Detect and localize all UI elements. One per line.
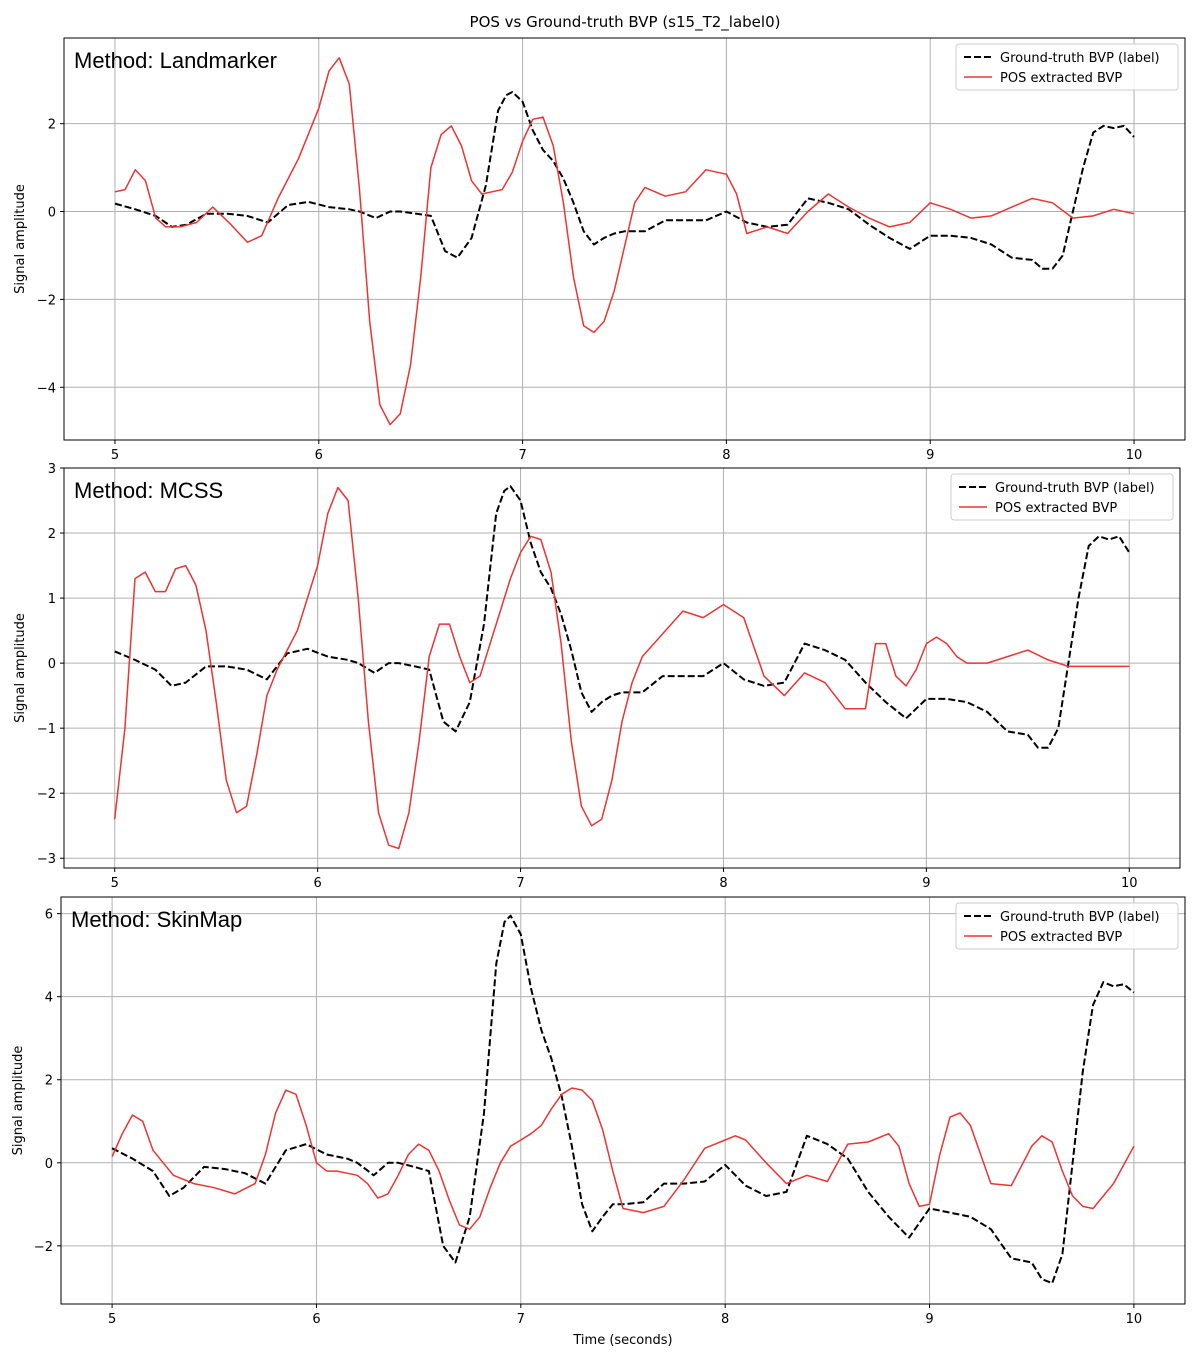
legend-box	[955, 43, 1179, 91]
method-label: Method: Landmarker	[74, 48, 277, 73]
y-tick-label: −2	[37, 293, 56, 308]
x-tick-label: 6	[313, 876, 321, 891]
axes-frame	[60, 896, 1186, 1305]
series-ground-truth-line	[111, 914, 1135, 1285]
chart-panel-2: 5 6 7 8 9 10 −3 −2 −1 0 1 2 3 Signal amplitude Method:…	[13, 462, 1181, 891]
figure-title: POS vs Ground-truth BVP (s15_T2_label0)	[470, 13, 781, 32]
y-tick-label: 0	[45, 1157, 53, 1172]
x-tick-label: 7	[517, 1312, 525, 1327]
method-label: Method: SkinMap	[71, 907, 242, 932]
legend: Ground-truth BVP (label) POS extracted BV…	[955, 43, 1179, 91]
legend-label-ground-truth: Ground-truth BVP (label)	[995, 481, 1155, 496]
chart-panel-3: 5 6 7 8 9 10 −2 0 2 4 6 Signal amplitude Time (secon…	[11, 896, 1186, 1348]
legend-box	[955, 902, 1179, 950]
x-tick-label: 9	[925, 1312, 933, 1327]
chart-panel-1: 5 6 7 8 9 10 −4 −2 0 2 Signal amplitude Method: Lan…	[13, 37, 1186, 463]
legend-label-ground-truth: Ground-truth BVP (label)	[1000, 51, 1160, 66]
series-ground-truth-line	[114, 91, 1135, 270]
x-tick-label: 8	[721, 1312, 729, 1327]
x-tick-label: 10	[1121, 876, 1138, 891]
legend-label-pos: POS extracted BVP	[1000, 71, 1122, 86]
y-axis-label: Signal amplitude	[13, 184, 28, 294]
x-tick-label: 5	[111, 876, 119, 891]
y-axis-label: Signal amplitude	[13, 613, 28, 723]
y-axis-label: Signal amplitude	[11, 1046, 26, 1156]
y-tick-label: −2	[37, 787, 56, 802]
y-tick-label: 6	[45, 908, 53, 923]
series-ground-truth-line	[114, 485, 1131, 749]
axes-frame	[63, 467, 1181, 869]
legend: Ground-truth BVP (label) POS extracted BV…	[950, 473, 1174, 521]
y-tick-label: 0	[48, 657, 56, 672]
y-tick-label: −4	[37, 381, 56, 396]
legend-box	[950, 473, 1174, 521]
legend-label-pos: POS extracted BVP	[1000, 930, 1122, 945]
y-tick-label: 3	[48, 462, 56, 477]
y-tick-label: 4	[45, 991, 53, 1006]
y-tick-label: 2	[45, 1074, 53, 1089]
x-tick-label: 9	[926, 448, 934, 463]
x-axis-label: Time (seconds)	[572, 1333, 672, 1348]
legend: Ground-truth BVP (label) POS extracted BV…	[955, 902, 1179, 950]
y-tick-label: −2	[34, 1240, 53, 1255]
method-label: Method: MCSS	[74, 478, 223, 503]
legend-label-pos: POS extracted BVP	[995, 501, 1117, 516]
series-pos-line	[113, 486, 1130, 850]
axes-frame	[63, 37, 1186, 441]
x-tick-label: 5	[108, 1312, 116, 1327]
y-tick-label: 1	[48, 592, 56, 607]
x-tick-label: 9	[922, 876, 930, 891]
x-tick-label: 6	[315, 448, 323, 463]
series-pos-line	[111, 1087, 1135, 1230]
x-tick-label: 8	[722, 448, 730, 463]
y-tick-label: 2	[48, 118, 56, 133]
x-tick-label: 7	[518, 448, 526, 463]
x-tick-label: 10	[1126, 1312, 1143, 1327]
x-tick-label: 8	[719, 876, 727, 891]
x-tick-label: 5	[111, 448, 119, 463]
y-tick-label: 0	[48, 206, 56, 221]
series-pos-line	[114, 57, 1135, 426]
x-tick-label: 7	[516, 876, 524, 891]
x-tick-label: 10	[1126, 448, 1143, 463]
y-tick-label: −3	[37, 852, 56, 867]
x-tick-label: 6	[312, 1312, 320, 1327]
y-tick-label: −1	[37, 722, 56, 737]
y-tick-label: 2	[48, 527, 56, 542]
legend-label-ground-truth: Ground-truth BVP (label)	[1000, 910, 1160, 925]
